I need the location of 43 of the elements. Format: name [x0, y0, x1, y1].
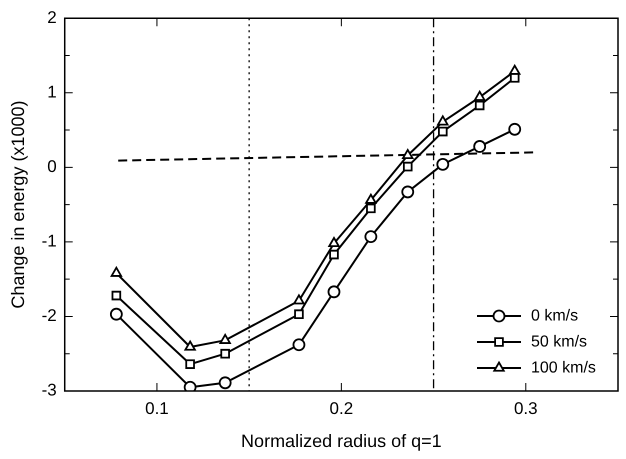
- x-tick-label: 0.1: [145, 398, 169, 418]
- legend-label: 100 km/s: [531, 359, 596, 376]
- point: [293, 294, 305, 304]
- point: [220, 334, 231, 344]
- point: [220, 348, 230, 359]
- point: [292, 338, 306, 352]
- point: [473, 140, 486, 153]
- x-tick-label: 0.2: [330, 398, 354, 418]
- point: [365, 194, 377, 204]
- y-tick-label: 1: [47, 82, 57, 102]
- point: [508, 122, 522, 136]
- legend-label: 50 km/s: [531, 333, 588, 350]
- point: [401, 186, 414, 198]
- point: [366, 204, 376, 214]
- point: [402, 148, 414, 160]
- y-tick-label: -1: [42, 232, 57, 251]
- point: [437, 115, 448, 126]
- point: [328, 285, 340, 298]
- x-axis-title: Normalized radius of q=1: [241, 431, 442, 452]
- x-tick-label: 0.3: [514, 398, 538, 418]
- point: [294, 309, 304, 319]
- point: [184, 380, 197, 391]
- y-axis-title: Change in energy (x1000): [8, 100, 28, 309]
- point: [438, 126, 448, 136]
- point: [474, 100, 484, 110]
- point: [402, 162, 413, 172]
- point: [510, 73, 520, 83]
- legend-label: 0 km/s: [531, 307, 578, 324]
- point: [218, 376, 232, 390]
- point: [185, 359, 195, 369]
- y-tick-label: 0: [47, 157, 57, 176]
- point: [329, 250, 339, 260]
- point: [110, 308, 123, 321]
- point: [474, 90, 486, 101]
- point: [110, 266, 122, 277]
- point: [328, 236, 340, 248]
- y-tick-label: -3: [42, 380, 57, 400]
- y-tick-label: -2: [42, 306, 57, 326]
- point: [364, 230, 378, 244]
- point: [436, 158, 450, 171]
- point: [184, 340, 196, 351]
- point: [112, 290, 122, 300]
- y-tick-label: 2: [47, 8, 57, 27]
